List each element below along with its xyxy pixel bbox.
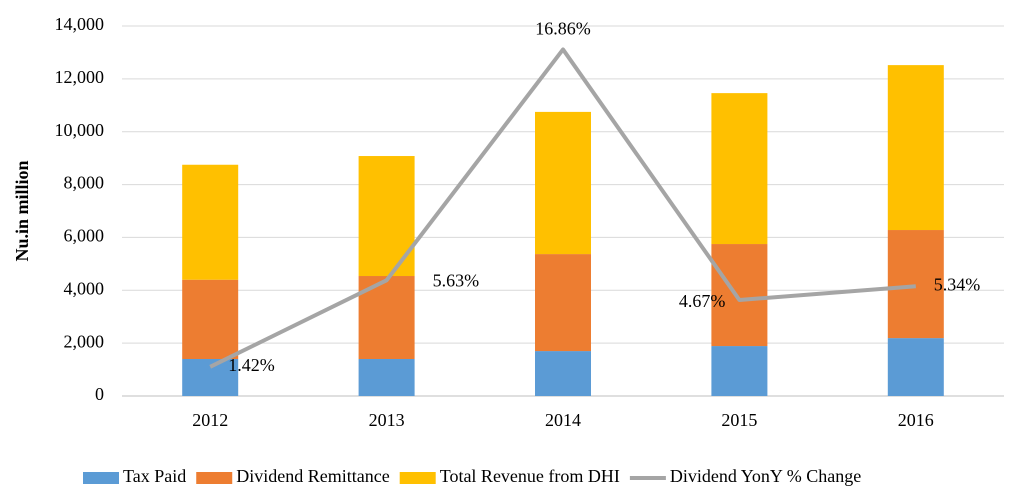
bar-segment [711,244,768,347]
bar-segment [887,65,944,231]
x-tick-label: 2015 [721,410,757,430]
bar-segment [711,346,768,396]
y-tick-label: 0 [95,384,104,404]
line-series [209,47,916,369]
bar-segment [182,164,239,280]
bar-segment [711,93,768,245]
data-label: 16.86% [535,19,591,39]
y-tick-label: 12,000 [55,67,105,87]
data-label: 1.42% [228,355,275,375]
bar-segment [182,279,239,359]
bar-segment [535,254,591,352]
x-tick-label: 2016 [898,410,934,430]
y-tick-label: 14,000 [55,14,105,34]
legend-label: Dividend Remittance [236,466,389,486]
bar-segment [887,338,944,396]
data-label: 4.67% [679,291,726,311]
legend-swatch [399,472,436,484]
legend-swatch [196,472,233,484]
legend-label: Tax Paid [123,466,186,486]
x-tick-label: 2013 [369,410,405,430]
legend-swatch [83,472,119,484]
bar-segment [358,359,415,396]
y-tick-label: 2,000 [64,331,105,351]
x-tick-label: 2012 [192,410,228,430]
legend-label: Total Revenue from DHI [440,466,620,486]
y-tick-label: 6,000 [64,226,105,246]
bar-segment [535,111,591,255]
x-tick-label: 2014 [545,410,581,430]
data-label: 5.63% [433,270,480,290]
y-tick-label: 8,000 [64,173,105,193]
bar-segment [535,351,591,396]
y-tick-label: 4,000 [64,278,105,298]
bar-segment [358,156,415,277]
data-label: 5.34% [934,274,981,294]
legend-label: Dividend YonY % Change [670,466,861,486]
bar-segment [887,230,944,339]
y-axis-title: Nu.in million [12,160,32,261]
y-tick-label: 10,000 [55,120,105,140]
